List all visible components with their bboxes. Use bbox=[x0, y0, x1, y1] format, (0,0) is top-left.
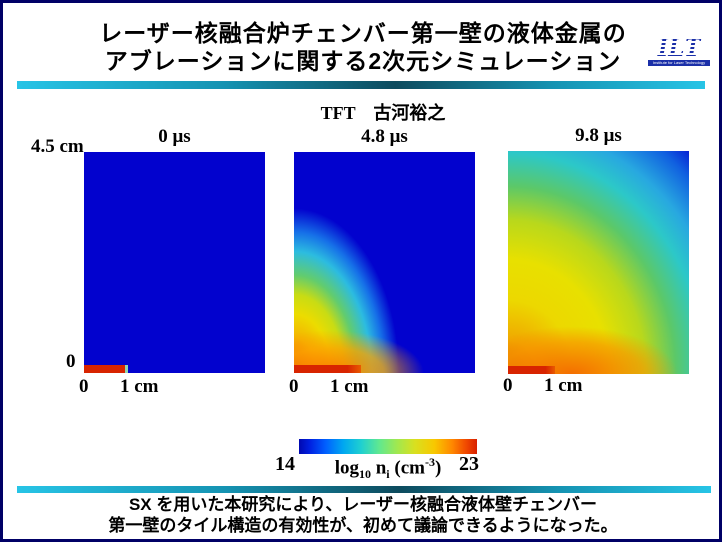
slide-title-line1: レーザー核融合炉チェンバー第一壁の液体金属の bbox=[99, 20, 627, 46]
y-axis-max-label: 4.5 cm bbox=[31, 136, 84, 157]
colorbar-label-unit-open: (cm bbox=[389, 457, 425, 479]
conclusion-text: SX を用いた本研究により、レーザー核融合液体壁チェンバー 第一壁のタイル構造の… bbox=[23, 494, 703, 536]
colorbar-axis-label: log10 ni (cm-3) bbox=[313, 455, 463, 482]
panel-time-label: 4.8 μs bbox=[361, 126, 408, 147]
slide-title: レーザー核融合炉チェンバー第一壁の液体金属の アブレーションに関する2次元シミュ… bbox=[63, 19, 663, 75]
panel-time-label: 0 μs bbox=[158, 126, 191, 147]
x-tick-zero: 0 bbox=[289, 376, 299, 397]
colorbar-label-log-sub: 10 bbox=[358, 467, 371, 482]
colorbar-label-unit-exp: -3 bbox=[424, 455, 435, 469]
heatmap-panel-9-8us: 9.8 μs 0 1 cm bbox=[503, 125, 689, 396]
heatmap-panel-4-8us: 4.8 μs 0 1 cm bbox=[289, 126, 475, 397]
ilt-logo-subtext: Institute for Laser Technology bbox=[648, 60, 710, 66]
y-axis-min-label: 0 bbox=[66, 351, 76, 372]
ilt-logo: ILT Institute for Laser Technology bbox=[648, 35, 710, 67]
heatmap-plot-9-8us bbox=[508, 151, 689, 374]
bottom-divider-bar bbox=[17, 486, 711, 493]
high-density-layer bbox=[84, 365, 128, 373]
colorbar bbox=[299, 439, 477, 454]
ilt-logo-text: ILT bbox=[648, 35, 710, 60]
x-tick-one-cm: 1 cm bbox=[544, 375, 583, 396]
high-density-layer bbox=[508, 366, 555, 374]
high-density-layer bbox=[294, 365, 361, 373]
colorbar-label-unit-close: ) bbox=[434, 457, 442, 479]
colorbar-label-log: log bbox=[334, 457, 359, 479]
colorbar-label-n-sub: i bbox=[386, 467, 390, 482]
colorbar-max-label: 23 bbox=[459, 453, 479, 475]
heatmap-plot-4-8us bbox=[294, 152, 475, 373]
top-divider-bar bbox=[17, 81, 705, 89]
colorbar-label-n: n bbox=[370, 457, 387, 479]
x-tick-zero: 0 bbox=[79, 376, 89, 397]
x-tick-one-cm: 1 cm bbox=[120, 376, 159, 397]
slide-title-line2: アブレーションに関する2次元シミュレーション bbox=[104, 48, 622, 74]
x-tick-one-cm: 1 cm bbox=[330, 376, 369, 397]
x-tick-zero: 0 bbox=[503, 375, 513, 396]
heatmap-plot-0us bbox=[84, 152, 265, 373]
conclusion-line1: SX を用いた本研究により、レーザー核融合液体壁チェンバー bbox=[128, 495, 598, 514]
panel-time-label: 9.8 μs bbox=[575, 125, 622, 146]
heatmap-panel-0us: 0 μs 0 1 cm bbox=[79, 126, 265, 397]
credit-text: TFT 古河裕之 bbox=[320, 103, 446, 123]
colorbar-min-label: 14 bbox=[275, 453, 295, 475]
conclusion-line2: 第一壁のタイル構造の有効性が、初めて議論できるようになった。 bbox=[108, 516, 618, 535]
ilt-logo-stripes bbox=[648, 35, 710, 60]
